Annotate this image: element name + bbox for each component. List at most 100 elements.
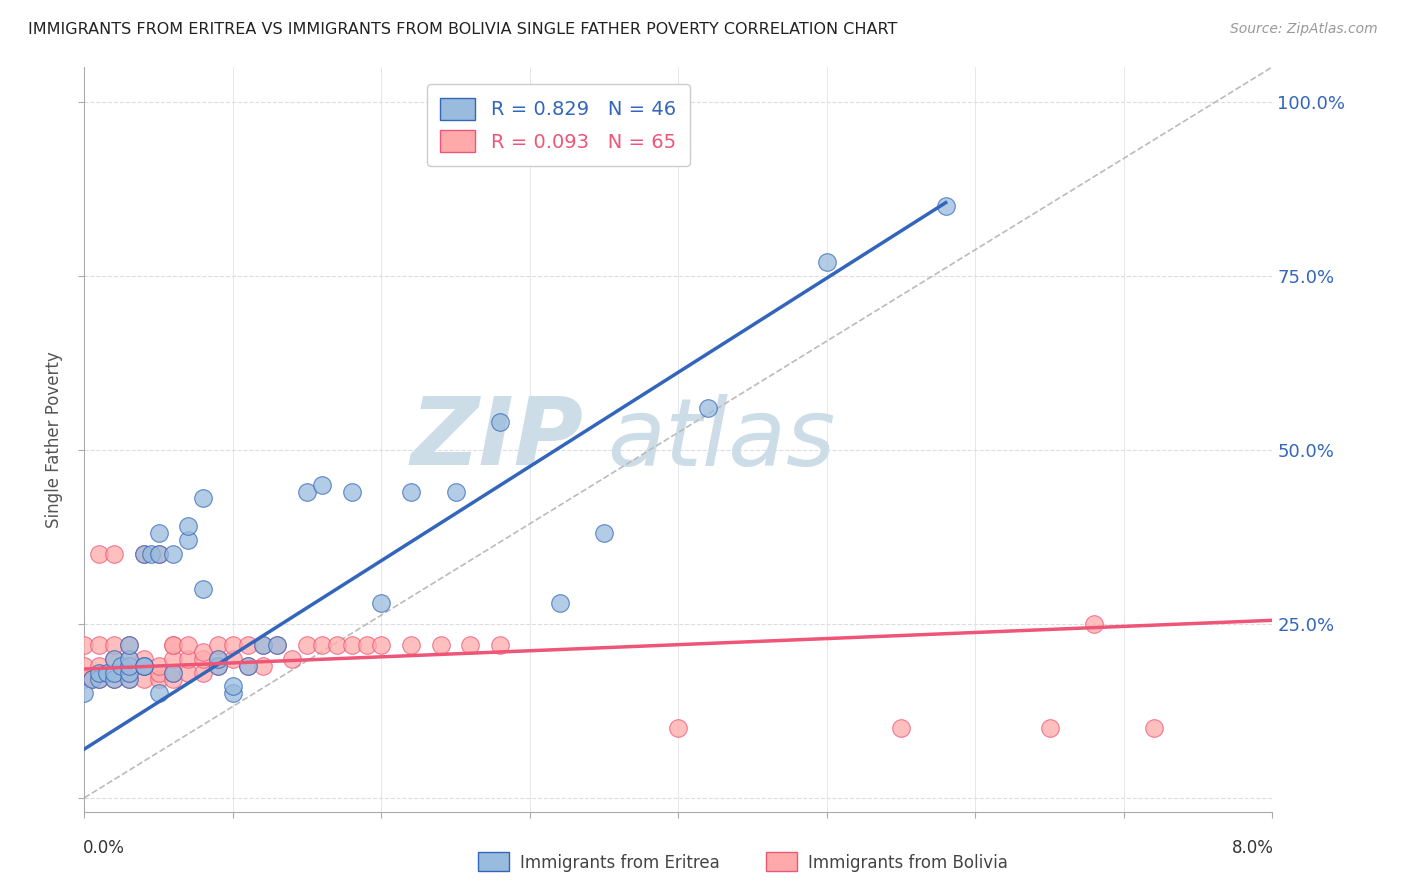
- Point: [103, 651, 125, 665]
- Point: [207, 658, 229, 673]
- Point: [370, 638, 392, 652]
- Point: [252, 638, 274, 652]
- Point: [103, 651, 125, 665]
- Point: [489, 638, 512, 652]
- Point: [1083, 616, 1105, 631]
- Text: IMMIGRANTS FROM ERITREA VS IMMIGRANTS FROM BOLIVIA SINGLE FATHER POVERTY CORRELA: IMMIGRANTS FROM ERITREA VS IMMIGRANTS FR…: [28, 22, 897, 37]
- Point: [311, 477, 333, 491]
- Point: [162, 673, 184, 687]
- Text: 0.0%: 0.0%: [83, 838, 125, 856]
- Point: [1039, 721, 1062, 735]
- Text: Immigrants from Bolivia: Immigrants from Bolivia: [808, 855, 1008, 872]
- Point: [222, 686, 245, 700]
- Point: [73, 638, 96, 652]
- Legend: R = 0.829   N = 46, R = 0.093   N = 65: R = 0.829 N = 46, R = 0.093 N = 65: [427, 84, 690, 166]
- Point: [281, 651, 304, 665]
- Point: [207, 651, 229, 665]
- Point: [118, 673, 141, 687]
- Point: [191, 491, 215, 506]
- Point: [207, 651, 229, 665]
- Point: [103, 665, 125, 680]
- Point: [148, 547, 170, 561]
- Point: [1143, 721, 1166, 735]
- Point: [162, 651, 184, 665]
- Point: [697, 401, 720, 415]
- Point: [89, 673, 111, 687]
- Point: [295, 638, 318, 652]
- Point: [222, 680, 245, 694]
- Point: [177, 519, 200, 533]
- Point: [444, 484, 467, 499]
- Text: 8.0%: 8.0%: [1232, 838, 1274, 856]
- Point: [177, 638, 200, 652]
- Point: [148, 658, 170, 673]
- Point: [191, 645, 215, 659]
- Point: [132, 547, 155, 561]
- Point: [222, 638, 245, 652]
- Y-axis label: Single Father Poverty: Single Father Poverty: [45, 351, 63, 528]
- Point: [311, 638, 333, 652]
- Point: [340, 484, 363, 499]
- Point: [118, 665, 141, 680]
- Point: [162, 665, 184, 680]
- Point: [80, 673, 103, 687]
- Point: [132, 673, 155, 687]
- Point: [118, 658, 141, 673]
- Point: [118, 651, 141, 665]
- Point: [118, 651, 141, 665]
- Point: [162, 638, 184, 652]
- Point: [103, 638, 125, 652]
- Text: atlas: atlas: [607, 393, 835, 485]
- Point: [668, 721, 690, 735]
- Text: Immigrants from Eritrea: Immigrants from Eritrea: [520, 855, 720, 872]
- Point: [132, 658, 155, 673]
- Point: [295, 484, 318, 499]
- Point: [177, 651, 200, 665]
- Point: [89, 638, 111, 652]
- Point: [89, 673, 111, 687]
- Point: [430, 638, 453, 652]
- Point: [118, 638, 141, 652]
- Point: [489, 415, 512, 429]
- Point: [222, 651, 245, 665]
- Point: [236, 658, 259, 673]
- Point: [399, 638, 422, 652]
- Point: [162, 547, 184, 561]
- Point: [141, 547, 163, 561]
- Point: [815, 255, 838, 269]
- Point: [356, 638, 378, 652]
- Point: [593, 526, 616, 541]
- Point: [80, 673, 103, 687]
- Point: [890, 721, 912, 735]
- Point: [110, 658, 132, 673]
- Point: [132, 658, 155, 673]
- Point: [103, 665, 125, 680]
- Point: [89, 547, 111, 561]
- Point: [89, 665, 111, 680]
- Point: [252, 658, 274, 673]
- Point: [548, 596, 571, 610]
- Point: [236, 658, 259, 673]
- Point: [148, 686, 170, 700]
- Point: [89, 665, 111, 680]
- Point: [340, 638, 363, 652]
- Point: [370, 596, 392, 610]
- Point: [162, 638, 184, 652]
- Point: [118, 658, 141, 673]
- Point: [118, 665, 141, 680]
- Point: [191, 665, 215, 680]
- Point: [191, 651, 215, 665]
- Text: ZIP: ZIP: [411, 393, 583, 485]
- Point: [207, 638, 229, 652]
- Point: [399, 484, 422, 499]
- Point: [132, 651, 155, 665]
- Point: [148, 665, 170, 680]
- Point: [236, 638, 259, 652]
- Point: [252, 638, 274, 652]
- Point: [460, 638, 482, 652]
- Point: [132, 547, 155, 561]
- Point: [103, 673, 125, 687]
- Point: [148, 547, 170, 561]
- Point: [148, 673, 170, 687]
- Point: [89, 658, 111, 673]
